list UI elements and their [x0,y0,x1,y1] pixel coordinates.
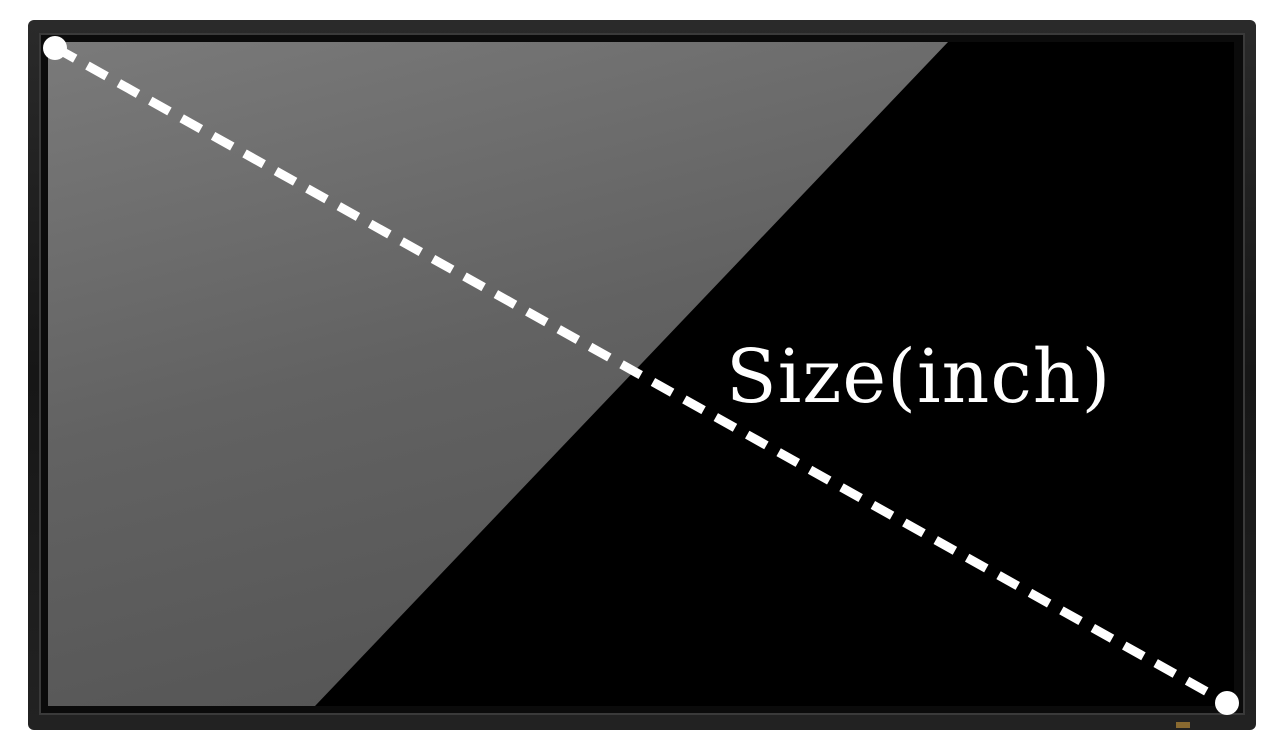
screen-reflection [48,42,948,706]
diagonal-start-dot [43,36,67,60]
power-indicator [1176,722,1190,728]
diagonal-end-dot [1215,691,1239,715]
size-label: Size(inch) [726,334,1111,420]
diagonal-measure-line [53,44,1230,707]
